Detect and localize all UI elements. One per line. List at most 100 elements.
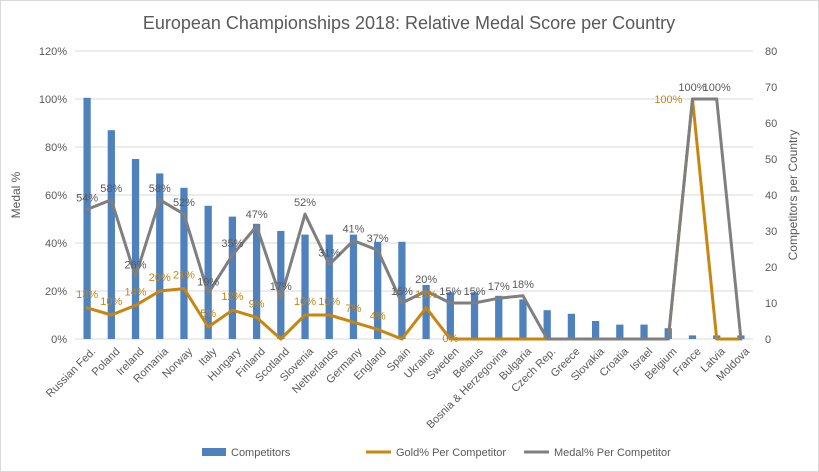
gridlines <box>75 50 753 340</box>
medal-data-label: 54% <box>76 192 98 204</box>
medal-data-label: 58% <box>149 183 171 195</box>
legend: Competitors Gold% Per Competitor Medal% … <box>202 447 671 459</box>
gold-data-label: 10% <box>294 296 316 308</box>
chart-title: European Championships 2018: Relative Me… <box>143 13 675 33</box>
gold-line-point <box>230 308 234 312</box>
medal-line-point <box>594 337 598 341</box>
competitors-bar <box>640 324 648 339</box>
gold-line-point <box>351 320 355 324</box>
competitors-bar <box>349 234 358 339</box>
medal-data-label: 20% <box>415 274 437 286</box>
y-left-tick-label: 20% <box>45 286 67 298</box>
gold-data-label: 12% <box>221 291 243 303</box>
gold-line-point <box>109 313 113 317</box>
medal-line-point <box>206 291 210 295</box>
data-labels: 54%58%26%58%52%19%35%47%17%52%31%41%37%1… <box>76 82 731 345</box>
gold-line-point <box>279 337 283 341</box>
medal-data-label: 37% <box>367 233 389 245</box>
gold-line-point <box>400 337 404 341</box>
gold-line-point <box>182 287 186 291</box>
medal-data-label: 17% <box>488 281 510 293</box>
gold-data-label: 13% <box>76 289 98 301</box>
competitors-bar <box>591 321 600 339</box>
y-left-tick-label: 120% <box>39 46 67 58</box>
medal-line-point <box>109 198 113 202</box>
y-left-tick-label: 80% <box>45 142 67 154</box>
y-axis-right-title: Competitors per Country <box>786 130 800 261</box>
medal-line-point <box>424 289 428 293</box>
medal-line-point <box>618 337 622 341</box>
competitors-bar <box>470 292 479 339</box>
gold-line-point <box>424 306 428 310</box>
medal-line-point <box>569 337 573 341</box>
gold-data-label: 5% <box>200 308 216 320</box>
gold-line-point <box>327 313 331 317</box>
medal-line-point <box>279 296 283 300</box>
medal-data-label: 100% <box>678 82 706 94</box>
competitors-bar <box>616 324 624 339</box>
medal-line-point <box>521 294 525 298</box>
gold-data-label: 7% <box>346 303 362 315</box>
gold-data-label: 9% <box>249 298 265 310</box>
y-right-tick-label: 30 <box>765 226 777 238</box>
medal-data-label: 52% <box>294 197 316 209</box>
gold-line-point <box>497 337 501 341</box>
competitors-bar <box>688 335 697 339</box>
gold-data-label: 100% <box>654 94 682 106</box>
y-left-tick-label: 60% <box>45 190 67 202</box>
medal-data-label: 41% <box>342 224 364 236</box>
medal-line-point <box>497 296 501 300</box>
medal-line-point <box>545 337 549 341</box>
competitors-bar <box>180 187 188 339</box>
medal-line-point <box>182 212 186 216</box>
competitors-bar <box>301 234 309 339</box>
medal-data-label: 19% <box>197 276 219 288</box>
line-series <box>85 97 743 341</box>
medal-line-point <box>327 263 331 267</box>
competitors-bar <box>374 241 382 339</box>
gold-data-label: 14% <box>125 286 147 298</box>
gold-line-point <box>715 337 719 341</box>
medal-line-point <box>255 224 259 228</box>
competitors-bar <box>228 216 237 339</box>
y-right-tick-label: 70 <box>765 82 777 94</box>
competitors-bar <box>83 97 91 339</box>
gold-line-point <box>521 337 525 341</box>
competitors-bar <box>325 234 333 339</box>
gold-data-label: 10% <box>318 296 340 308</box>
medal-data-label: 26% <box>125 260 147 272</box>
gold-data-label: 13% <box>415 289 437 301</box>
medal-line-point <box>715 97 719 101</box>
medal-line-point <box>400 301 404 305</box>
medal-data-label: 31% <box>318 248 340 260</box>
competitors-bar <box>519 299 527 339</box>
competitors-bar <box>107 130 115 339</box>
y-right-tick-label: 50 <box>765 154 777 166</box>
medal-line-point <box>690 97 694 101</box>
gold-data-label: 21% <box>173 270 195 282</box>
y-right-tick-label: 0 <box>765 334 771 346</box>
y-right-tick-label: 40 <box>765 190 777 202</box>
medal-data-label: 15% <box>464 286 486 298</box>
medal-line-point <box>739 337 743 341</box>
gold-data-label: 4% <box>370 310 386 322</box>
y-left-tick-label: 0% <box>51 334 67 346</box>
competitors-bar <box>446 292 454 339</box>
competitors-bar <box>543 310 551 339</box>
y-right-tick-label: 10 <box>765 298 777 310</box>
gold-data-label: 0% <box>442 333 458 345</box>
y-left-tick-label: 40% <box>45 238 67 250</box>
competitors-bar <box>131 159 140 339</box>
competitors-bar <box>277 231 285 339</box>
medal-line-point <box>473 301 477 305</box>
medal-data-label: 15% <box>439 286 461 298</box>
legend-label-competitors: Competitors <box>231 447 291 459</box>
medal-line-point <box>303 212 307 216</box>
gold-line-point <box>448 337 452 341</box>
competitors-bar <box>398 241 406 339</box>
x-category-label: Russian Fed. <box>44 346 98 400</box>
competitors-bars <box>83 97 745 339</box>
medal-line-point <box>134 275 138 279</box>
legend-swatch-competitors <box>202 448 226 456</box>
